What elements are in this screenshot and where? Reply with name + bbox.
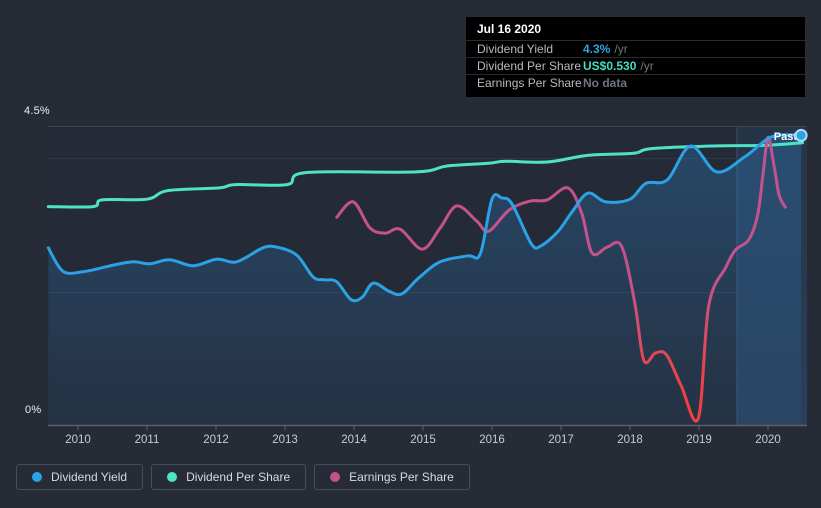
dividend-yield-line <box>46 133 803 303</box>
tooltip-unit: /yr <box>614 42 628 56</box>
tooltip-unit: /yr <box>640 59 654 73</box>
tooltip-value: 4.3% <box>583 42 611 56</box>
tooltip-row-dividend-yield: Dividend Yield 4.3% /yr <box>466 40 805 57</box>
earnings-per-share-line <box>335 135 787 423</box>
tooltip-label: Dividend Per Share <box>477 59 582 73</box>
tooltip-value: No data <box>583 76 628 90</box>
legend-item-earnings-per-share[interactable]: Earnings Per Share <box>314 464 470 490</box>
tooltip-value: US$0.530 <box>583 59 637 73</box>
x-tick-label: 2015 <box>410 434 436 446</box>
tooltip-date: Jul 16 2020 <box>477 22 542 36</box>
legend-item-dividend-yield[interactable]: Dividend Yield <box>16 464 144 490</box>
current-value-marker <box>794 128 808 142</box>
x-tick-label: 2018 <box>617 434 643 446</box>
x-axis-ticks: 2010 2011 2012 2013 2014 2015 2016 2017 2018 2019… <box>65 425 781 446</box>
x-tick-label: 2017 <box>548 434 574 446</box>
x-tick-label: 2019 <box>686 434 712 446</box>
tooltip-row-earnings-per-share: Earnings Per Share No data <box>466 74 805 91</box>
dividend-yield-dot-icon <box>32 472 42 482</box>
y-axis-max-label: 4.5% <box>24 105 50 117</box>
legend-label: Dividend Per Share <box>186 470 291 484</box>
y-axis-min-label: 0% <box>25 404 42 416</box>
legend-label: Dividend Yield <box>51 470 128 484</box>
chart-tooltip: Jul 16 2020 Dividend Yield 4.3% /yr Divi… <box>466 17 805 97</box>
x-tick-label: 2014 <box>341 434 367 446</box>
past-label: Past <box>774 131 798 143</box>
x-tick-label: 2012 <box>203 434 229 446</box>
chart-legend: Dividend Yield Dividend Per Share Earnin… <box>16 464 470 490</box>
legend-item-dividend-per-share[interactable]: Dividend Per Share <box>151 464 307 490</box>
dividend-per-share-dot-icon <box>167 472 178 482</box>
tooltip-label: Dividend Yield <box>477 42 554 56</box>
dividend-yield-area-fill <box>48 134 802 426</box>
x-tick-label: 2013 <box>272 434 298 446</box>
x-tick-label: 2011 <box>135 434 160 446</box>
tooltip-row-dividend-per-share: Dividend Per Share US$0.530 /yr <box>466 57 805 74</box>
x-tick-label: 2016 <box>479 434 505 446</box>
legend-label: Earnings Per Share <box>349 470 454 484</box>
x-tick-label: 2010 <box>65 434 91 446</box>
earnings-per-share-dot-icon <box>330 472 341 482</box>
x-tick-label: 2020 <box>755 434 781 446</box>
tooltip-label: Earnings Per Share <box>477 76 582 90</box>
dividend-per-share-line <box>46 141 804 209</box>
